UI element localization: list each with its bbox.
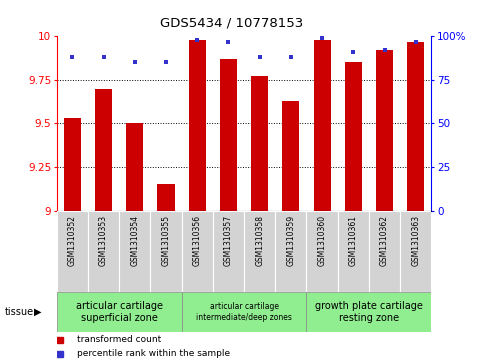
Text: ▶: ▶ [34, 307, 41, 317]
Bar [338, 211, 369, 292]
Bar [407, 41, 424, 211]
Text: GSM1310352: GSM1310352 [68, 215, 77, 266]
Text: growth plate cartilage
resting zone: growth plate cartilage resting zone [315, 301, 423, 323]
Bar [213, 211, 244, 292]
Text: GSM1310362: GSM1310362 [380, 215, 389, 266]
Text: GSM1310360: GSM1310360 [317, 215, 326, 266]
Bar [400, 211, 431, 292]
Text: GSM1310361: GSM1310361 [349, 215, 358, 266]
Bar [57, 211, 88, 292]
Text: GSM1310359: GSM1310359 [286, 215, 295, 266]
Text: GSM1310358: GSM1310358 [255, 215, 264, 266]
Bar [314, 40, 331, 211]
Bar [345, 62, 362, 211]
Bar [119, 211, 150, 292]
Text: articular cartilage
intermediate/deep zones: articular cartilage intermediate/deep zo… [196, 302, 292, 322]
Text: GSM1310363: GSM1310363 [411, 215, 420, 266]
Bar [275, 211, 307, 292]
Bar [95, 89, 112, 211]
Bar [376, 50, 393, 211]
Text: articular cartilage
superficial zone: articular cartilage superficial zone [75, 301, 163, 323]
Text: transformed count: transformed count [77, 335, 162, 344]
Bar [220, 59, 237, 211]
Text: tissue: tissue [5, 307, 34, 317]
Bar [88, 211, 119, 292]
Text: GSM1310355: GSM1310355 [162, 215, 171, 266]
Bar [251, 76, 268, 211]
Bar [181, 211, 213, 292]
Bar [157, 184, 175, 211]
Bar [244, 211, 275, 292]
Bar [307, 211, 338, 292]
Bar [282, 101, 299, 211]
Text: GSM1310356: GSM1310356 [193, 215, 202, 266]
Text: GSM1310354: GSM1310354 [130, 215, 139, 266]
Bar [150, 211, 181, 292]
Bar [307, 292, 431, 332]
Bar [126, 123, 143, 211]
Text: GSM1310353: GSM1310353 [99, 215, 108, 266]
Bar [64, 118, 81, 211]
Text: percentile rank within the sample: percentile rank within the sample [77, 350, 230, 358]
Bar [181, 292, 307, 332]
Text: GSM1310357: GSM1310357 [224, 215, 233, 266]
Bar [369, 211, 400, 292]
Bar [189, 40, 206, 211]
Bar [57, 292, 181, 332]
Text: GDS5434 / 10778153: GDS5434 / 10778153 [160, 16, 303, 29]
